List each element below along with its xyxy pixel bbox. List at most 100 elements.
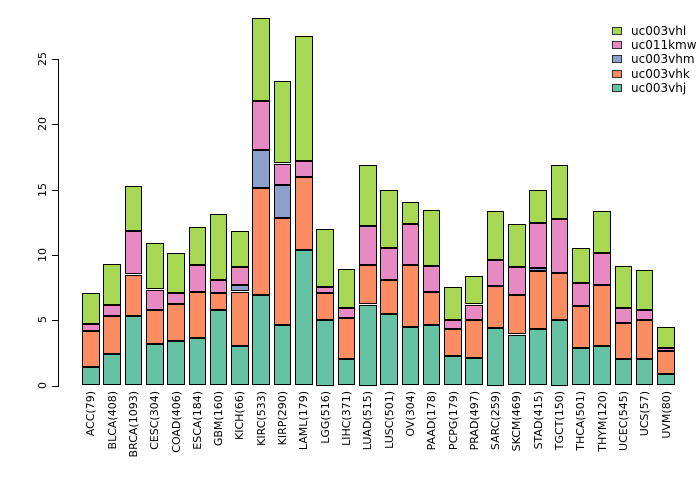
bar-segment-uc011kmw bbox=[657, 348, 675, 351]
legend-label: uc003vhl bbox=[631, 24, 687, 39]
x-category-label: KICH(66) bbox=[233, 391, 247, 440]
y-tick-label: 10 bbox=[36, 247, 49, 262]
bar-segment-uc003vhl bbox=[380, 190, 398, 249]
bar-segment-uc003vhl bbox=[422, 209, 441, 266]
y-tick-label: 0 bbox=[36, 382, 49, 389]
bar-segment-uc011kmw bbox=[145, 289, 164, 310]
bar-segment-uc011kmw bbox=[295, 160, 313, 178]
bar-segment-uc003vhl bbox=[295, 35, 313, 161]
bar-segment-uc003vhk bbox=[614, 322, 633, 359]
bar-segment-uc003vhl bbox=[188, 226, 207, 265]
bar-segment-uc003vhj bbox=[295, 249, 313, 386]
bar-segment-uc003vhl bbox=[614, 266, 633, 308]
x-category-label: GBM(160) bbox=[212, 391, 226, 447]
bar-segment-uc003vhk bbox=[401, 265, 420, 327]
bar-segment-uc003vhk bbox=[508, 294, 526, 335]
legend-row: uc003vhk bbox=[612, 67, 697, 81]
bar-segment-uc011kmw bbox=[252, 101, 271, 151]
bar-segment-uc011kmw bbox=[380, 248, 398, 280]
legend-swatch-icon bbox=[612, 55, 622, 64]
x-category-label: LGG(516) bbox=[318, 391, 332, 444]
bar-segment-uc003vhl bbox=[82, 292, 100, 325]
bar-segment-uc011kmw bbox=[422, 266, 441, 293]
x-category-label: PRAD(497) bbox=[467, 391, 481, 451]
bar-segment-uc011kmw bbox=[124, 231, 143, 275]
legend-row: uc011kmw bbox=[612, 38, 697, 52]
bar-segment-uc003vhj bbox=[167, 341, 185, 386]
x-category-label: UVM(80) bbox=[659, 391, 673, 439]
bar-segment-uc011kmw bbox=[486, 259, 505, 286]
bar-segment-uc011kmw bbox=[167, 292, 185, 304]
bar-segment-uc003vhl bbox=[593, 211, 611, 253]
legend-swatch-icon bbox=[612, 41, 622, 50]
x-category-label: SARC(259) bbox=[489, 391, 503, 451]
legend-row: uc003vhm bbox=[612, 52, 697, 66]
bar-segment-uc003vhl bbox=[167, 252, 185, 293]
bar-segment-uc003vhl bbox=[252, 17, 271, 102]
bar-segment-uc003vhl bbox=[571, 247, 590, 283]
bar-segment-uc003vhj bbox=[273, 324, 292, 386]
bar-segment-uc003vhj bbox=[82, 367, 100, 386]
x-category-label: COAD(406) bbox=[169, 391, 183, 453]
bar-segment-uc011kmw bbox=[529, 222, 547, 268]
x-category-label: BLCA(408) bbox=[105, 391, 119, 450]
legend-swatch-icon bbox=[612, 83, 622, 92]
bar-segment-uc003vhl bbox=[273, 80, 292, 164]
x-category-label: THYM(120) bbox=[595, 391, 609, 452]
x-category-label: UCEC(545) bbox=[616, 391, 630, 451]
x-category-label: UCS(57) bbox=[638, 391, 652, 437]
bar-segment-uc003vhl bbox=[529, 190, 547, 223]
y-tick-label: 15 bbox=[36, 182, 49, 197]
x-category-label: LUAD(515) bbox=[361, 391, 375, 451]
y-tick-mark bbox=[52, 59, 58, 60]
bar-segment-uc003vhl bbox=[145, 243, 164, 290]
x-category-label: TGCT(150) bbox=[553, 391, 566, 451]
bar-segment-uc003vhm bbox=[231, 284, 249, 292]
x-category-label: LAML(179) bbox=[297, 391, 311, 451]
bar-segment-uc003vhj bbox=[124, 316, 143, 386]
bar-segment-uc003vhl bbox=[465, 275, 484, 305]
bar-segment-uc003vhk bbox=[422, 292, 441, 326]
bar-segment-uc003vhj bbox=[337, 359, 356, 386]
bar-segment-uc003vhk bbox=[550, 272, 569, 320]
y-tick-label: 20 bbox=[36, 117, 49, 132]
y-tick-label: 5 bbox=[36, 316, 49, 324]
legend-label: uc003vhj bbox=[631, 80, 687, 95]
bar-segment-uc003vhk bbox=[529, 271, 547, 330]
bar-segment-uc011kmw bbox=[188, 264, 207, 293]
bar-segment-uc003vhk bbox=[571, 305, 590, 348]
x-category-label: PAAD(178) bbox=[425, 391, 439, 451]
bar-segment-uc003vhl bbox=[358, 164, 377, 227]
bar-segment-uc003vhk bbox=[486, 285, 505, 328]
bar-segment-uc011kmw bbox=[337, 307, 356, 318]
bar-segment-uc003vhl bbox=[401, 202, 420, 224]
bar-segment-uc011kmw bbox=[358, 226, 377, 265]
y-tick-mark bbox=[52, 320, 58, 322]
y-tick-label: 25 bbox=[36, 52, 49, 66]
legend: uc003vhl uc011kmw uc003vhm uc003vhk uc003vhj bbox=[612, 24, 697, 95]
bar-segment-uc003vhj bbox=[593, 346, 611, 386]
bar-segment-uc003vhk bbox=[316, 292, 334, 320]
bar-segment-uc011kmw bbox=[614, 307, 633, 323]
x-category-label: ACC(79) bbox=[84, 391, 98, 437]
bar-segment-uc003vhj bbox=[486, 328, 505, 386]
bar-segment-uc003vhk bbox=[209, 292, 228, 310]
bar-segment-uc003vhl bbox=[508, 224, 526, 267]
bar-segment-uc003vhj bbox=[465, 358, 484, 386]
x-category-label: BRCA(1093) bbox=[126, 391, 140, 458]
bar-segment-uc011kmw bbox=[508, 266, 526, 295]
bar-segment-uc003vhk bbox=[188, 292, 207, 338]
bar-segment-uc003vhk bbox=[295, 177, 313, 250]
bar-segment-uc003vhl bbox=[316, 229, 334, 287]
legend-label: uc003vhk bbox=[631, 66, 690, 81]
bar-segment-uc003vhk bbox=[231, 291, 249, 347]
bar-segment-uc011kmw bbox=[103, 304, 121, 317]
bar-segment-uc003vhj bbox=[316, 319, 334, 386]
bar-segment-uc003vhl bbox=[337, 268, 356, 308]
bar-segment-uc003vhj bbox=[635, 358, 654, 386]
y-tick-mark bbox=[52, 254, 58, 256]
bar-segment-uc003vhl bbox=[635, 269, 654, 311]
bar-segment-uc003vhj bbox=[508, 334, 526, 386]
bar-segment-uc003vhl bbox=[231, 231, 249, 267]
bar-segment-uc011kmw bbox=[82, 324, 100, 331]
